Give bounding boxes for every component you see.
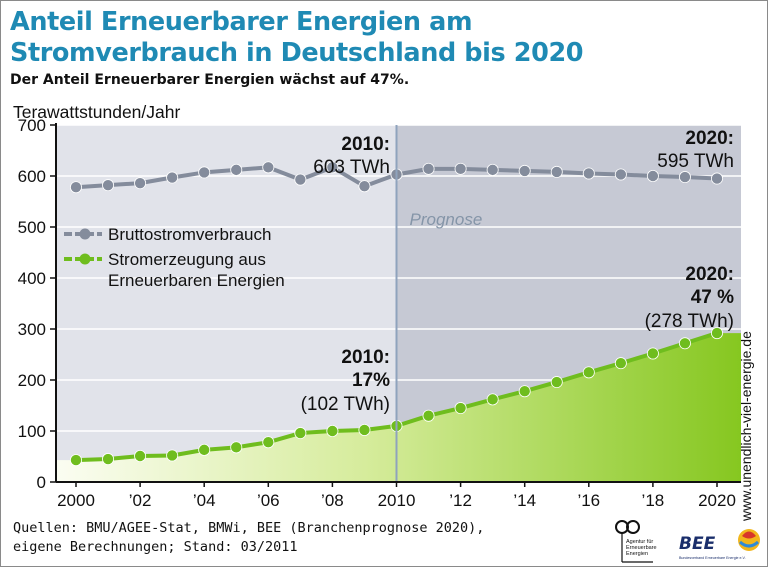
annotation-ren-2010-value: (102 TWh)	[301, 394, 390, 415]
gross-consumption-point	[198, 166, 211, 179]
annotation-gross-2020-year: 2020:	[685, 128, 734, 149]
bee-logo-subtext: Bundesverband Erneuerbare Energie e.V.	[679, 556, 746, 560]
bee-logo-text: BEE	[679, 534, 716, 554]
annotation-gross-2020-value: 595 TWh	[657, 151, 734, 172]
chart-title-line2: Stromverbrauch in Deutschland bis 2020	[10, 38, 584, 68]
renewable-generation-point	[422, 409, 435, 422]
history-background	[56, 125, 397, 482]
x-tick-label: 2020	[698, 491, 736, 510]
source-note: Quellen: BMU/AGEE-Stat, BMWi, BEE (Branc…	[13, 519, 484, 557]
renewable-generation-point	[134, 449, 147, 462]
x-tick-label: ’08	[321, 491, 344, 510]
gross-consumption-point	[486, 163, 499, 176]
renewable-generation-point	[614, 357, 627, 370]
y-axis-label: Terawattstunden/Jahr	[13, 102, 181, 122]
gross-consumption-point	[614, 168, 627, 181]
y-tick-label: 600	[18, 167, 46, 186]
renewable-generation-point	[230, 441, 243, 454]
chart-title-line1: Anteil Erneuerbarer Energien am	[10, 7, 473, 37]
gross-consumption-point	[550, 165, 563, 178]
renewable-area	[56, 333, 741, 482]
x-tick-label: ’16	[577, 491, 600, 510]
y-tick-label: 0	[37, 473, 46, 492]
gross-consumption-legend-label: Bruttostromverbrauch	[108, 225, 271, 244]
x-tick-label: ’06	[257, 491, 280, 510]
gross-consumption-point	[454, 162, 467, 175]
y-tick-label: 500	[18, 218, 46, 237]
annotation-ren-2010-year: 2010:	[341, 347, 390, 368]
renewable-generation-point	[166, 449, 179, 462]
annotation-ren-2010-share: 17%	[352, 370, 390, 391]
renewable-generation-point	[711, 327, 724, 340]
gross-consumption-point	[230, 163, 243, 176]
bee-logo: BEE Bundesverband Erneuerbare Energie e.…	[679, 529, 760, 560]
gross-consumption-point	[711, 172, 724, 185]
logo-area: Agentur für Erneuerbare Energien BEE Bun…	[613, 518, 763, 564]
renewable-generation-point	[262, 436, 275, 449]
gross-consumption-point	[582, 167, 595, 180]
renewable-generation-point	[550, 376, 563, 389]
gross-consumption-point	[358, 180, 371, 193]
renewable-generation-legend-marker	[79, 253, 91, 265]
aee-logo-line3: Energien	[626, 551, 648, 557]
source-line-2: eigene Berechnungen; Stand: 03/2011	[13, 539, 298, 555]
renewable-generation-point	[486, 393, 499, 406]
x-tick-label: ’18	[642, 491, 665, 510]
renewable-generation-point	[678, 337, 691, 350]
renewable-generation-point	[518, 385, 531, 398]
renewable-generation-point	[358, 423, 371, 436]
renewable-generation-point	[70, 454, 83, 467]
website-watermark: www.unendlich-viel-energie.de	[738, 331, 754, 521]
y-tick-label: 300	[18, 320, 46, 339]
y-tick-label: 400	[18, 269, 46, 288]
x-tick-label: ’12	[449, 491, 472, 510]
x-tick-label: ’04	[193, 491, 216, 510]
x-tick-label: 2000	[57, 491, 95, 510]
chart-subtitle: Der Anteil Erneuerbarer Energien wächst …	[10, 72, 410, 88]
gross-consumption-point	[518, 164, 531, 177]
annotation-ren-2020-year: 2020:	[685, 264, 734, 285]
gross-consumption-point	[70, 181, 83, 194]
annotation-gross-2010-year: 2010:	[341, 134, 390, 155]
renewable-generation-legend-label: Erneuerbaren Energien	[108, 271, 285, 290]
forecast-label: Prognose	[410, 210, 483, 229]
gross-consumption-point	[422, 162, 435, 175]
y-tick-label: 100	[18, 422, 46, 441]
renewable-generation-point	[454, 402, 467, 415]
x-tick-label: ’02	[129, 491, 152, 510]
gross-consumption-point	[134, 177, 147, 190]
y-tick-label: 700	[18, 116, 46, 135]
logos: Agentur für Erneuerbare Energien BEE Bun…	[615, 520, 760, 563]
gross-consumption-point	[294, 173, 307, 186]
renewable-generation-point	[646, 347, 659, 360]
renewable-generation-legend-label: Stromerzeugung aus	[108, 250, 266, 269]
gross-consumption-point	[262, 161, 275, 174]
renewable-generation-point	[198, 443, 211, 456]
annotation-ren-2020-share: 47 %	[691, 287, 734, 308]
aee-logo-line1: Agentur für	[626, 539, 653, 545]
gross-consumption-point	[646, 169, 659, 182]
chart-title: Anteil Erneuerbarer Energien am Stromver…	[10, 7, 730, 69]
renewable-generation-point	[326, 424, 339, 437]
renewable-generation-point	[294, 427, 307, 440]
gross-consumption-point	[326, 161, 339, 174]
source-line-1: Quellen: BMU/AGEE-Stat, BMWi, BEE (Branc…	[13, 520, 485, 536]
aee-logo-line2: Erneuerbare	[626, 545, 657, 551]
annotation-ren-2020-value: (278 TWh)	[645, 311, 734, 332]
gross-consumption-point	[678, 171, 691, 184]
y-tick-label: 200	[18, 371, 46, 390]
renewable-generation-point	[582, 366, 595, 379]
renewable-generation-point	[102, 453, 115, 466]
gross-consumption-point	[166, 171, 179, 184]
x-tick-label: ’14	[513, 491, 536, 510]
x-tick-label: 2010	[378, 491, 416, 510]
aee-logo: Agentur für Erneuerbare Energien	[615, 520, 657, 563]
annotation-gross-2010-value: 603 TWh	[313, 157, 390, 178]
gross-consumption-legend-marker	[79, 228, 91, 240]
gross-consumption-point	[102, 179, 115, 192]
